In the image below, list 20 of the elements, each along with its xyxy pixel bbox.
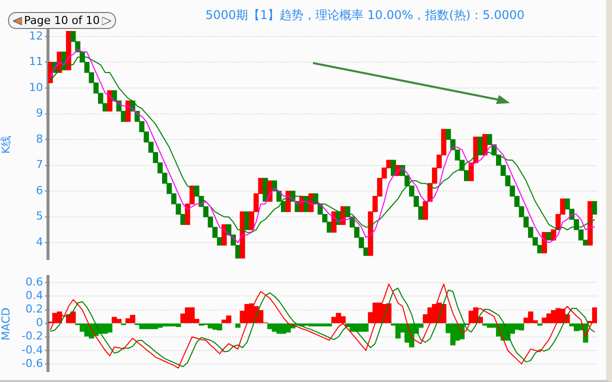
y-tick-label: -0.2 [22, 330, 43, 343]
y-axis-title: K线 [0, 136, 12, 154]
text: Page 10 of 10 [24, 14, 100, 27]
y-tick-label: 7 [36, 158, 43, 172]
y-tick-label: 10 [29, 80, 43, 94]
y-tick-label: 8 [36, 132, 43, 146]
y-axis-title: MACD [0, 308, 12, 340]
y-tick-label: 4 [36, 236, 43, 249]
chart-title: 5000期【1】趋势，理论概率 10.00%，指数(热)：5.0000 [204, 7, 526, 24]
y-tick-label: 12 [29, 29, 43, 42]
y-tick-label: 9 [36, 106, 43, 120]
y-tick-label: 0.6 [26, 276, 43, 289]
y-tick-label: -0.4 [22, 343, 43, 356]
y-tick-label: 0 [36, 316, 43, 330]
y-tick-label: -0.6 [22, 356, 43, 370]
y-tick-label: 0.2 [26, 302, 43, 316]
y-tick-label: 0.4 [26, 289, 43, 302]
y-tick-label: 11 [29, 55, 43, 68]
y-tick-label: 6 [36, 184, 43, 197]
y-tick-label: 5 [36, 210, 43, 223]
